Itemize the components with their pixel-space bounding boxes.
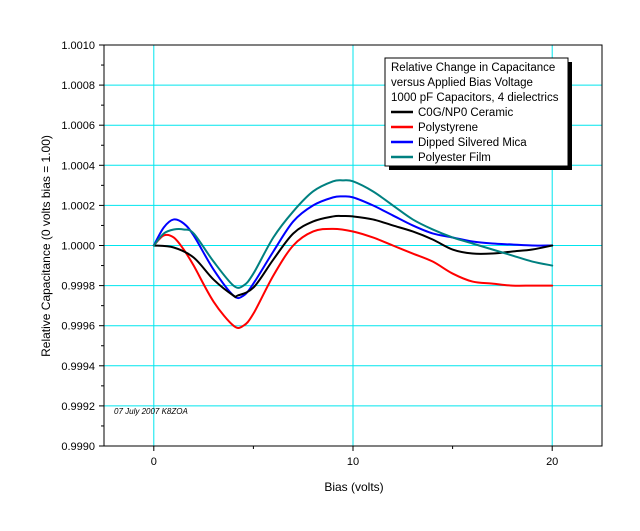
legend-entry-label: Polystyrene [418, 122, 478, 134]
y-axis-title: Relative Capacitance (0 volts bias = 1.0… [39, 135, 53, 357]
series-line-dipped-silvered-mica [152, 195, 554, 300]
x-axis-title: Bias (volts) [324, 480, 383, 494]
author-annotation: 07 July 2007 K8ZOA [114, 407, 188, 416]
y-tick-label: 1.0008 [61, 80, 95, 92]
y-tick-label: 1.0000 [61, 241, 95, 253]
legend-title-line: 1000 pF Capacitors, 4 dielectrics [391, 92, 559, 104]
legend-box [384, 57, 569, 167]
legend: Relative Change in Capacitance versus App… [384, 57, 572, 170]
y-tick-label: 1.0006 [61, 120, 95, 132]
y-tick-label: 0.9998 [61, 281, 95, 293]
legend-entry-label: Polyester Film [418, 152, 491, 164]
y-tick-label: 0.9994 [61, 361, 95, 373]
legend-entry-label: C0G/NP0 Ceramic [418, 107, 513, 119]
tick-labels: 0 10 20 0.9990 0.9992 0.9994 0.9996 0.9998 1.000… [61, 40, 558, 468]
x-tick-label: 20 [546, 456, 558, 468]
y-tick-label: 0.9996 [61, 321, 95, 333]
y-tick-label: 1.0002 [61, 200, 95, 212]
y-tick-label: 0.9990 [61, 441, 95, 453]
x-tick-label: 0 [151, 456, 157, 468]
legend-title-line: Relative Change in Capacitance [391, 62, 555, 74]
legend-title-line: versus Applied Bias Voltage [391, 77, 533, 89]
series-line-c0g-np0-ceramic [152, 214, 554, 299]
y-tick-label: 0.9992 [61, 401, 95, 413]
legend-entry-label: Dipped Silvered Mica [418, 137, 527, 149]
series-lines [152, 179, 554, 329]
axis-ticks [99, 44, 553, 451]
series-line-polyester-film [152, 179, 554, 289]
y-tick-label: 1.0004 [61, 160, 95, 172]
y-tick-label: 1.0010 [61, 40, 95, 52]
x-tick-label: 10 [347, 456, 359, 468]
series-line-polystyrene [152, 227, 554, 329]
